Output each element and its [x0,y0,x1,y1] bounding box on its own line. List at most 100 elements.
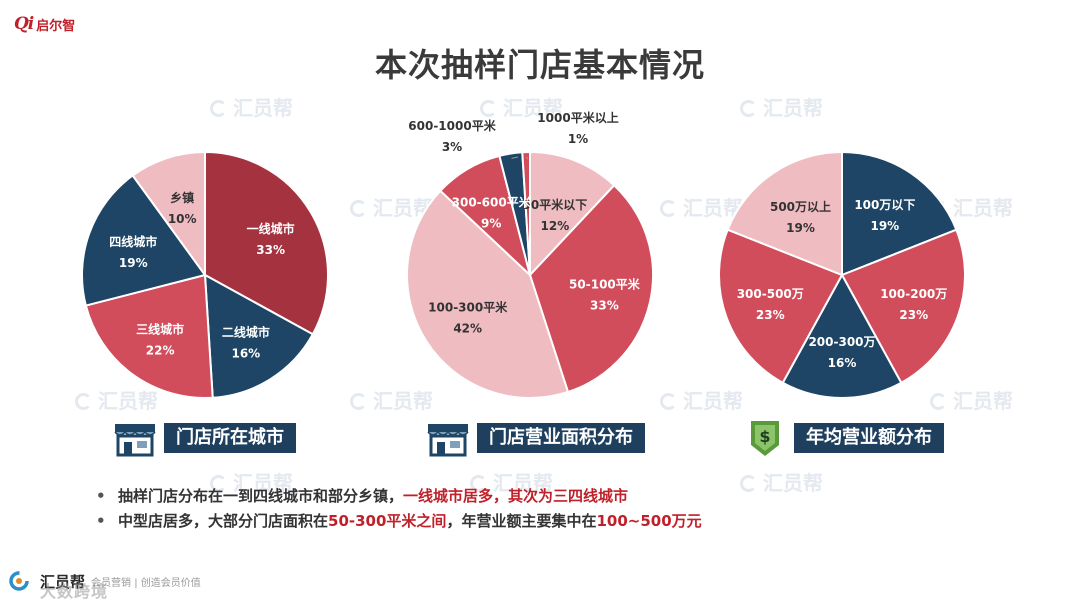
pie-slice [521,150,531,276]
bullet-highlight-2: 100~500万元 [596,512,702,530]
watermark-logo-icon [740,475,757,492]
pie-slice-value: 16% [828,356,857,370]
pie-slice-value: 16% [231,346,260,360]
pie-slice-value: 23% [899,308,928,322]
watermark-logo-icon [470,475,487,492]
watermark-logo-icon [350,200,367,217]
watermark-logo-icon [740,100,757,117]
watermark-text: 汇员帮 [503,96,563,120]
watermark-text: 汇员帮 [763,471,823,495]
footer-logo-icon [9,571,29,591]
pie-leader-line [511,156,519,159]
bullet-marker: • [96,487,106,505]
caption-city: 门店所在城市 [112,418,296,458]
pie-slice-label: 三线城市 [136,322,184,337]
pie-slice-label: 1000平米以上 [537,110,618,125]
bullet-item: • 抽样门店分布在一到四线城市和部分乡镇，一线城市居多，其次为三四线城市 [96,484,702,509]
watermark-text: 汇员帮 [683,389,743,413]
brand-logo-mark: Qi [14,14,34,34]
pie-slice [529,150,616,278]
pie-slice-label: 50-100平米 [569,277,641,292]
watermark: 汇员帮 [740,467,823,496]
pie-slice-value: 19% [119,256,148,270]
footer-watermark: 大数跨境 [40,582,109,601]
watermark: 汇员帮 [740,92,823,121]
pie-slice [726,150,843,277]
watermark-logo-icon [930,393,947,410]
watermark: 汇员帮 [930,385,1013,414]
watermark: 汇员帮 [350,385,433,414]
brand-logo: Qi 启尔智 [14,14,75,34]
pie-slice-value: 33% [256,243,285,257]
watermark-logo-icon [75,393,92,410]
watermark-text: 汇员帮 [233,471,293,495]
watermark: 汇员帮 [75,385,158,414]
watermark-text: 汇员帮 [233,96,293,120]
bullet-tail: ，年营业额主要集中在 [446,512,597,530]
pie-slice-value: 42% [453,322,482,336]
pie-slice [781,272,903,399]
watermark-logo-icon [660,393,677,410]
pie-slice-label: 100-200万 [880,287,947,301]
bullet-highlight: 50-300平米之间 [328,512,447,530]
pie-slice-label: 300-500万 [737,287,804,301]
storefront-icon [427,424,469,457]
summary-bullets: • 抽样门店分布在一到四线城市和部分乡镇，一线城市居多，其次为三四线城市 • 中型店… [96,484,702,534]
bullet-item: • 中型店居多，大部分门店面积在50-300平米之间，年营业额主要集中在100~5… [96,509,702,534]
pie-slice-value: 12% [541,219,570,233]
bullet-marker: • [96,512,106,530]
money-badge-icon: $ [751,421,779,456]
footer-logo: 汇员帮 [40,572,86,591]
pie-slice [203,273,315,399]
watermark-text: 汇员帮 [98,389,158,413]
pie-slice-value: 33% [590,299,619,313]
pie-slice [718,228,844,385]
bullet-text: 抽样门店分布在一到四线城市和部分乡镇， [118,487,404,505]
watermark-text: 汇员帮 [373,389,433,413]
pie-slice [841,150,958,277]
pie-slice-label: 600-1000平米 [408,118,496,133]
watermark-logo-icon [210,100,227,117]
watermark-text: 汇员帮 [953,389,1013,413]
bullet-highlight: 一线城市居多，其次为三四线城市 [403,487,629,505]
pie-slice [131,150,206,279]
pie-slice-value: 1% [568,132,588,146]
pie-slice-label: 200-300万 [808,335,875,349]
pie-slice [84,273,214,399]
caption-city-label: 门店所在城市 [164,423,296,453]
watermark: 汇员帮 [210,92,293,121]
watermark-logo-icon [660,200,677,217]
watermark-text: 汇员帮 [493,471,553,495]
pie-chart-area: 50平米以下 12% 50-100平米 33% 100-300平米 42% 300-600平… [406,110,654,399]
pie-slice-value: 9% [481,216,501,230]
pie-slice [406,189,570,399]
brand-logo-text: 启尔智 [36,18,76,34]
caption-revenue: $ 年均营业额分布 [742,418,944,458]
caption-area: 门店营业面积分布 [425,418,645,458]
page-title: 本次抽样门店基本情况 [374,46,705,84]
pie-slice [528,183,654,394]
watermark-logo-icon [480,100,497,117]
caption-area-label: 门店营业面积分布 [477,423,645,453]
pie-slice-label: 一线城市 [247,221,295,236]
pie-slice [204,150,329,336]
caption-revenue-label: 年均营业额分布 [794,423,944,453]
pie-slice [840,228,966,385]
pie-slice-label: 50平米以下 [523,197,588,212]
pie-chart-revenue: 100万以下 19% 100-200万 23% 200-300万 16% 300-500万 2… [718,150,966,399]
pie-slice-label: 500万以上 [770,199,831,214]
pie-slice-value: 19% [786,221,815,235]
svg-text:$: $ [759,427,770,446]
pie-slice-value: 22% [146,344,175,358]
storefront-icon [114,424,156,457]
pie-slice-value: 19% [870,219,899,233]
watermark-text: 汇员帮 [763,96,823,120]
watermark-logo-icon [350,393,367,410]
pie-slice-value: 10% [168,212,197,226]
watermark: 汇员帮 [470,467,553,496]
pie-slice-value: 3% [442,140,462,154]
pie-slice [81,174,207,307]
watermark: 汇员帮 [660,385,743,414]
pie-slice-value: 23% [756,308,785,322]
pie-slice-label: 乡镇 [170,190,194,205]
